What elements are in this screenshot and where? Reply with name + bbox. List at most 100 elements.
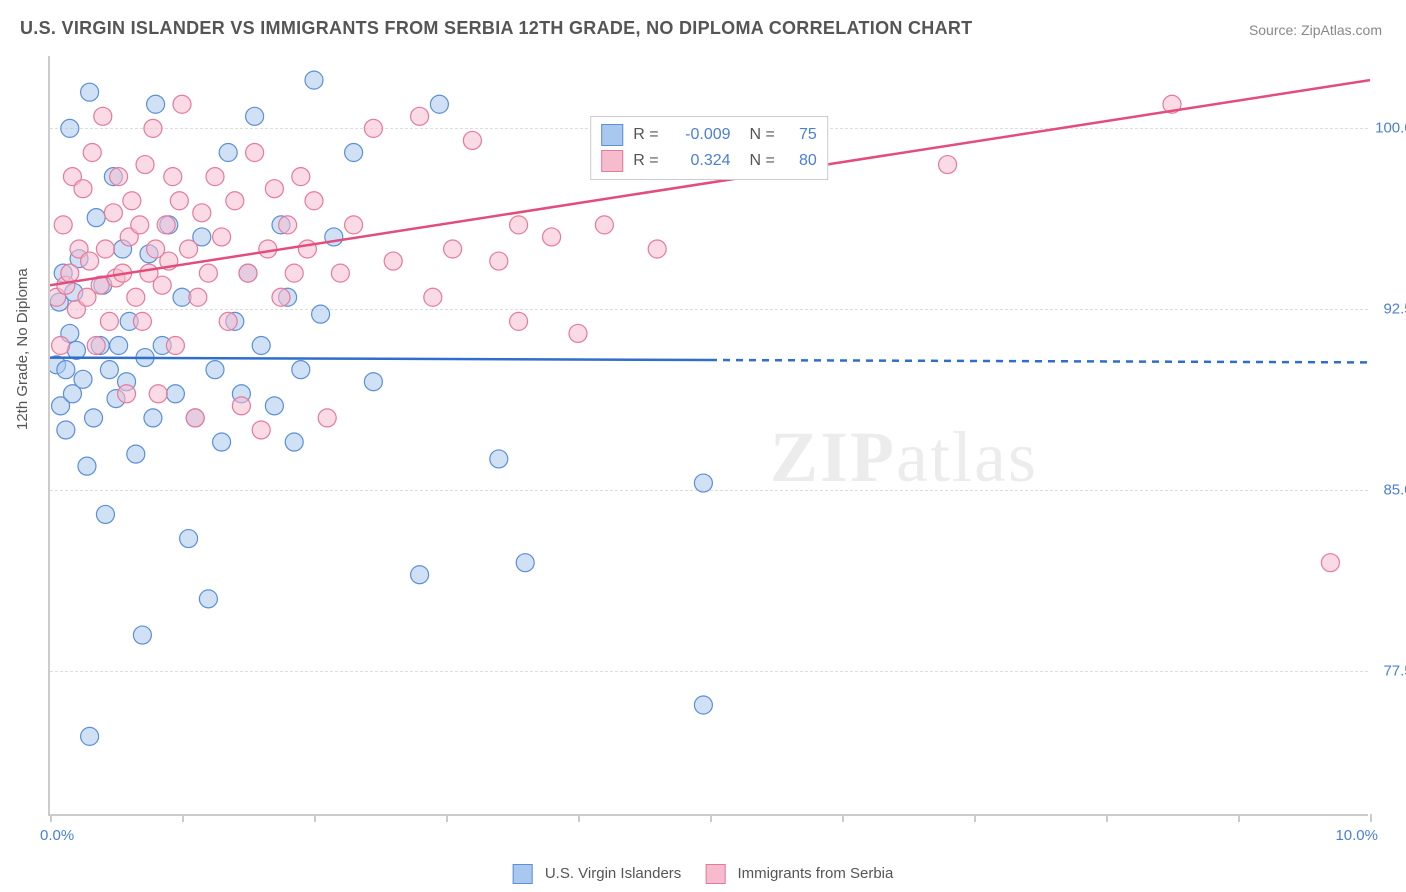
chart-title: U.S. VIRGIN ISLANDER VS IMMIGRANTS FROM … <box>20 18 972 39</box>
data-point-usvi <box>345 144 363 162</box>
data-point-serbia <box>364 119 382 137</box>
data-point-serbia <box>648 240 666 258</box>
data-point-usvi <box>100 361 118 379</box>
data-point-usvi <box>430 95 448 113</box>
data-point-serbia <box>153 276 171 294</box>
data-point-serbia <box>384 252 402 270</box>
r-value: -0.009 <box>669 126 731 144</box>
data-point-serbia <box>510 312 528 330</box>
data-point-usvi <box>78 457 96 475</box>
data-point-serbia <box>318 409 336 427</box>
data-point-serbia <box>94 107 112 125</box>
x-tick-label-right: 10.0% <box>1335 827 1378 844</box>
data-point-serbia <box>52 337 70 355</box>
data-point-usvi <box>147 95 165 113</box>
data-point-usvi <box>285 433 303 451</box>
data-point-serbia <box>170 192 188 210</box>
data-point-serbia <box>206 168 224 186</box>
data-point-usvi <box>96 505 114 523</box>
data-point-serbia <box>149 385 167 403</box>
x-tick <box>1370 814 1372 822</box>
data-point-serbia <box>186 409 204 427</box>
data-point-serbia <box>166 337 184 355</box>
data-point-serbia <box>272 288 290 306</box>
y-tick-label: 100.0% <box>1374 120 1406 137</box>
data-point-serbia <box>285 264 303 282</box>
data-point-usvi <box>74 370 92 388</box>
x-tick-label-left: 0.0% <box>40 827 74 844</box>
legend-swatch-serbia <box>705 864 725 884</box>
data-point-serbia <box>345 216 363 234</box>
data-point-serbia <box>199 264 217 282</box>
data-point-serbia <box>173 95 191 113</box>
data-point-usvi <box>305 71 323 89</box>
data-point-serbia <box>133 312 151 330</box>
data-point-usvi <box>57 421 75 439</box>
data-point-serbia <box>100 312 118 330</box>
data-point-serbia <box>189 288 207 306</box>
y-tick-label: 92.5% <box>1374 301 1406 318</box>
data-point-serbia <box>279 216 297 234</box>
plot-area: ZIPatlas 77.5%85.0%92.5%100.0%0.0%10.0%R… <box>48 56 1368 816</box>
data-point-serbia <box>411 107 429 125</box>
data-point-usvi <box>213 433 231 451</box>
trend-line-dashed-usvi <box>710 360 1370 362</box>
data-point-serbia <box>444 240 462 258</box>
data-point-serbia <box>87 337 105 355</box>
data-point-serbia <box>1321 554 1339 572</box>
data-point-usvi <box>144 409 162 427</box>
n-value: 80 <box>785 152 817 170</box>
legend-swatch-usvi <box>513 864 533 884</box>
data-point-serbia <box>595 216 613 234</box>
y-axis-title: 12th Grade, No Diploma <box>14 268 31 430</box>
data-point-serbia <box>118 385 136 403</box>
data-point-usvi <box>180 530 198 548</box>
data-point-usvi <box>312 305 330 323</box>
data-point-serbia <box>252 421 270 439</box>
data-point-serbia <box>61 264 79 282</box>
data-point-serbia <box>123 192 141 210</box>
data-point-serbia <box>193 204 211 222</box>
stats-legend-row-serbia: R = 0.324 N = 80 <box>601 148 817 174</box>
data-point-serbia <box>305 192 323 210</box>
data-point-usvi <box>252 337 270 355</box>
n-label: N = <box>741 126 775 144</box>
data-point-usvi <box>490 450 508 468</box>
n-label: N = <box>741 152 775 170</box>
stats-legend-row-usvi: R =-0.009 N =75 <box>601 122 817 148</box>
data-point-usvi <box>246 107 264 125</box>
data-point-serbia <box>74 180 92 198</box>
data-point-usvi <box>694 696 712 714</box>
r-label: R = <box>633 152 658 170</box>
data-point-serbia <box>510 216 528 234</box>
data-point-serbia <box>136 156 154 174</box>
data-point-serbia <box>259 240 277 258</box>
data-point-usvi <box>166 385 184 403</box>
data-point-serbia <box>569 324 587 342</box>
data-point-serbia <box>83 144 101 162</box>
data-point-serbia <box>96 240 114 258</box>
data-point-serbia <box>232 397 250 415</box>
data-point-serbia <box>331 264 349 282</box>
data-point-usvi <box>516 554 534 572</box>
data-point-serbia <box>939 156 957 174</box>
bottom-legend: U.S. Virgin Islanders Immigrants from Se… <box>513 864 894 884</box>
data-point-usvi <box>219 144 237 162</box>
data-point-usvi <box>57 361 75 379</box>
source-label: Source: ZipAtlas.com <box>1249 22 1382 38</box>
r-value: 0.324 <box>669 152 731 170</box>
data-point-usvi <box>127 445 145 463</box>
data-point-usvi <box>265 397 283 415</box>
y-tick-label: 77.5% <box>1374 663 1406 680</box>
y-tick-label: 85.0% <box>1374 482 1406 499</box>
r-label: R = <box>633 126 658 144</box>
data-point-serbia <box>463 131 481 149</box>
data-point-usvi <box>133 626 151 644</box>
data-point-serbia <box>110 168 128 186</box>
data-point-serbia <box>298 240 316 258</box>
data-point-usvi <box>364 373 382 391</box>
data-point-usvi <box>206 361 224 379</box>
data-point-serbia <box>104 204 122 222</box>
data-point-serbia <box>292 168 310 186</box>
data-point-serbia <box>265 180 283 198</box>
